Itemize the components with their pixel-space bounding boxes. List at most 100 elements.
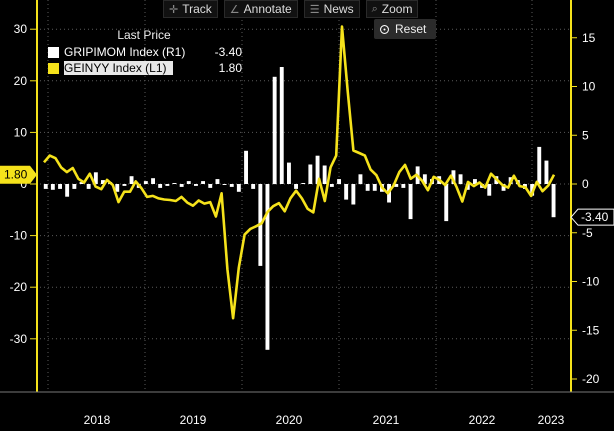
x-tick-label: 2019 (180, 413, 207, 427)
bar (115, 184, 120, 192)
annotate-icon: ∠ (229, 3, 240, 16)
zoom-icon: ⌕ (371, 2, 378, 15)
right-tick-label: -10 (582, 275, 600, 289)
bar (279, 67, 284, 184)
bar (215, 179, 220, 184)
bar (444, 184, 449, 222)
right-tick-label: -5 (582, 226, 593, 240)
bar (201, 181, 205, 184)
news-label: News (323, 2, 354, 16)
bar (408, 184, 413, 220)
track-button[interactable]: ✛ Track (163, 0, 218, 18)
legend-label-gripimom: GRIPIMOM Index (R1) (64, 45, 186, 59)
bar (101, 180, 105, 184)
annotate-label: Annotate (243, 2, 292, 16)
bar (401, 184, 406, 188)
left-tick-label: 0 (20, 177, 27, 191)
bar (351, 184, 356, 205)
bar (473, 179, 477, 184)
bar (265, 184, 270, 350)
bar (544, 160, 549, 184)
legend-item-gripimom[interactable]: GRIPIMOM Index (R1) -3.40 (46, 44, 242, 60)
zoom-label: Zoom (381, 2, 413, 16)
bar (365, 184, 370, 191)
bar (165, 184, 170, 186)
bar (287, 162, 291, 184)
bar (272, 76, 277, 185)
right-tick-label: 10 (582, 80, 596, 94)
left-tick-label: 10 (14, 125, 28, 139)
bar (151, 178, 155, 184)
bar (315, 155, 320, 184)
legend-value-gripimom: -3.40 (214, 45, 242, 59)
left-last-price-label: 1.80 (4, 168, 28, 182)
bar (122, 184, 127, 186)
right-tick-label: -15 (582, 323, 600, 337)
bar (179, 184, 184, 187)
bar (222, 184, 227, 185)
news-button[interactable]: ☰ News (303, 0, 360, 18)
bar (129, 176, 134, 184)
left-tick-label: -10 (10, 229, 28, 243)
bar (244, 150, 248, 184)
bar (251, 184, 256, 189)
bar (308, 164, 313, 184)
reset-button[interactable]: Reset (374, 19, 436, 39)
right-tick-label: 0 (582, 177, 589, 191)
bar (186, 181, 191, 184)
bar (337, 179, 341, 184)
bar (72, 184, 77, 189)
bar (79, 182, 84, 184)
bar (451, 170, 456, 184)
bar (143, 181, 148, 184)
bar (322, 165, 327, 184)
x-tick-label: 2021 (373, 413, 400, 427)
bar (372, 184, 377, 191)
zoom-button[interactable]: ⌕ Zoom (365, 0, 419, 18)
x-tick-label: 2023 (538, 413, 565, 427)
bar (358, 174, 363, 185)
left-tick-label: 20 (14, 74, 28, 88)
bar (487, 184, 492, 196)
left-tick-label: -20 (10, 280, 28, 294)
left-last-price-flag (0, 165, 37, 184)
reset-label: Reset (395, 22, 427, 36)
line-series-geinyy (43, 25, 556, 320)
bar (394, 184, 399, 187)
news-icon: ☰ (309, 3, 320, 16)
legend-swatch-geinyy (48, 62, 59, 74)
bar (65, 184, 70, 197)
right-tick-label: -20 (582, 372, 600, 386)
x-tick-label: 2018 (84, 413, 111, 427)
bar (43, 184, 48, 189)
legend-title: Last Price (117, 28, 171, 42)
bar (551, 184, 556, 218)
legend: Last Price GRIPIMOM Index (R1) -3.40 GEI… (46, 28, 242, 76)
bar (236, 184, 241, 192)
bar (194, 184, 198, 186)
reset-radio-icon (380, 24, 389, 34)
bar (344, 184, 349, 200)
bar (229, 184, 234, 187)
annotate-button[interactable]: ∠ Annotate (223, 0, 298, 18)
bar (458, 174, 463, 185)
bar (301, 183, 306, 184)
bar (501, 184, 506, 191)
line-path (43, 25, 556, 320)
x-tick-label: 2022 (469, 413, 496, 427)
bar (530, 184, 535, 196)
bar (158, 184, 163, 188)
bar (422, 174, 427, 185)
legend-swatch-gripimom (48, 46, 59, 58)
bar-series-gripimom (43, 67, 556, 350)
bar (58, 184, 62, 189)
bar (294, 184, 298, 189)
right-tick-label: 15 (582, 31, 596, 45)
crosshair-icon: ✛ (169, 3, 179, 16)
legend-item-geinyy[interactable]: GEINYY Index (L1) 1.80 (46, 60, 242, 76)
right-tick-label: 5 (582, 128, 589, 142)
bar (172, 183, 177, 184)
bar (537, 146, 542, 184)
bar (50, 184, 55, 190)
